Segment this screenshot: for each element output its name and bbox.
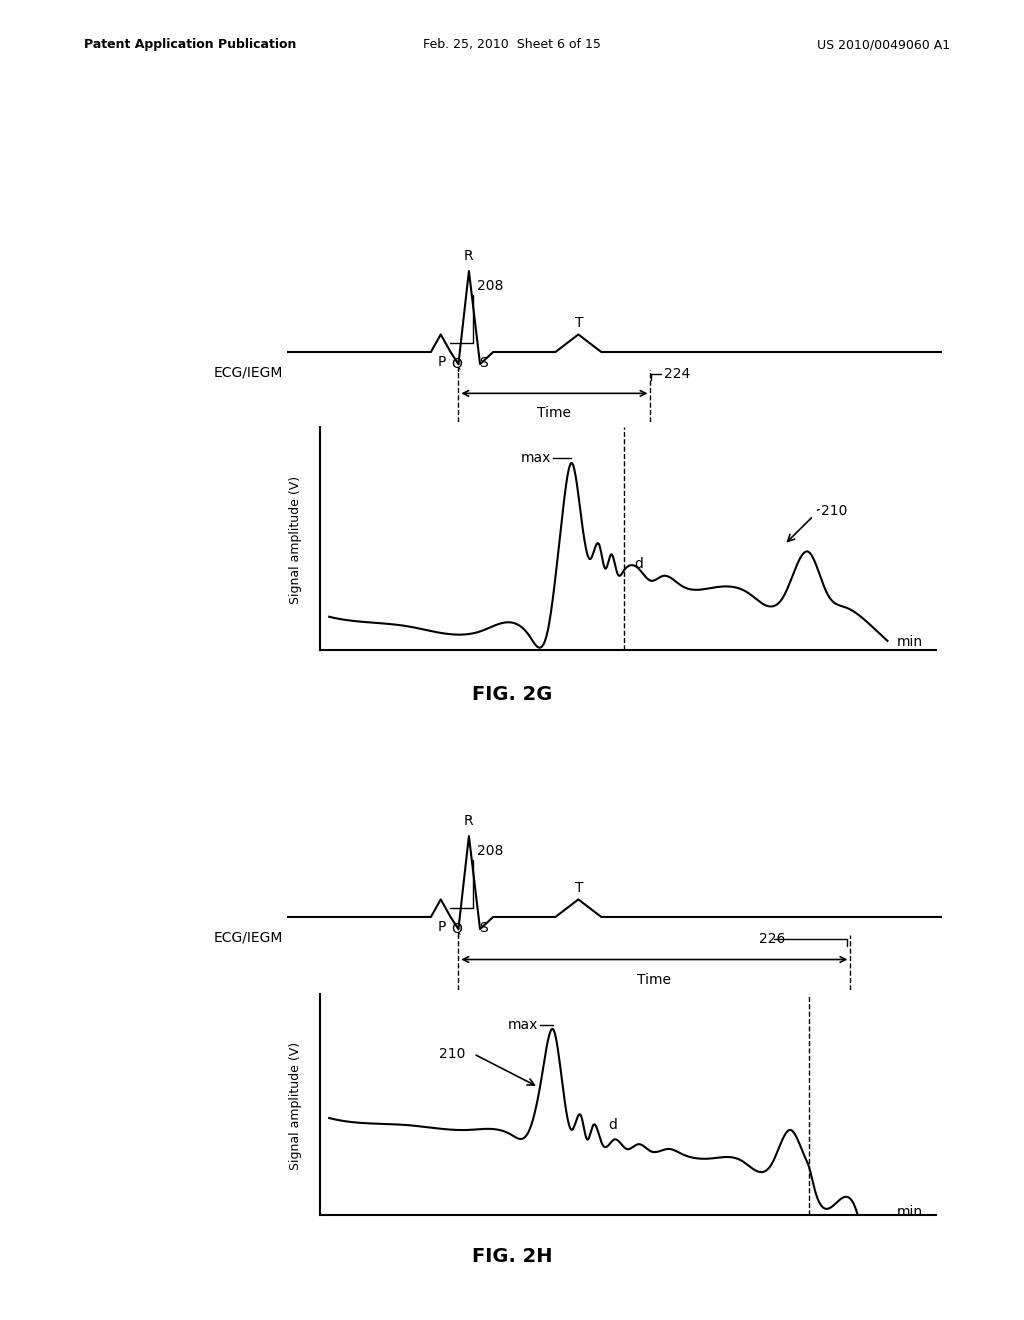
Text: Patent Application Publication: Patent Application Publication <box>84 38 296 51</box>
Text: Signal amplitude (V): Signal amplitude (V) <box>290 1041 302 1171</box>
Text: 210: 210 <box>439 1047 466 1061</box>
Text: 208: 208 <box>477 843 503 858</box>
Text: Q: Q <box>452 921 463 935</box>
Text: P: P <box>438 920 446 935</box>
Text: min: min <box>897 1205 923 1218</box>
Text: T: T <box>575 317 584 330</box>
Text: US 2010/0049060 A1: US 2010/0049060 A1 <box>817 38 950 51</box>
Text: ECG/IEGM: ECG/IEGM <box>214 366 284 379</box>
Text: S: S <box>479 356 487 370</box>
Text: R: R <box>464 814 474 828</box>
Text: 226: 226 <box>759 932 785 946</box>
Text: T: T <box>575 882 584 895</box>
Text: FIG. 2G: FIG. 2G <box>472 685 552 704</box>
Text: P: P <box>438 355 446 370</box>
Text: max: max <box>508 1018 539 1032</box>
Text: R: R <box>464 249 474 263</box>
Text: ECG/IEGM: ECG/IEGM <box>214 931 284 944</box>
Text: Q: Q <box>452 356 463 370</box>
Text: d: d <box>634 557 643 572</box>
Text: FIG. 2H: FIG. 2H <box>472 1247 552 1266</box>
Text: min: min <box>897 635 923 649</box>
Text: Signal amplitude (V): Signal amplitude (V) <box>290 475 302 605</box>
Text: Time: Time <box>538 405 571 420</box>
Text: Feb. 25, 2010  Sheet 6 of 15: Feb. 25, 2010 Sheet 6 of 15 <box>423 38 601 51</box>
Text: Time: Time <box>637 973 672 987</box>
Text: d: d <box>608 1118 617 1133</box>
Text: max: max <box>520 451 551 465</box>
Text: S: S <box>479 921 487 935</box>
Text: 208: 208 <box>477 279 503 293</box>
Text: 224: 224 <box>664 367 690 381</box>
Text: 210: 210 <box>820 504 847 517</box>
